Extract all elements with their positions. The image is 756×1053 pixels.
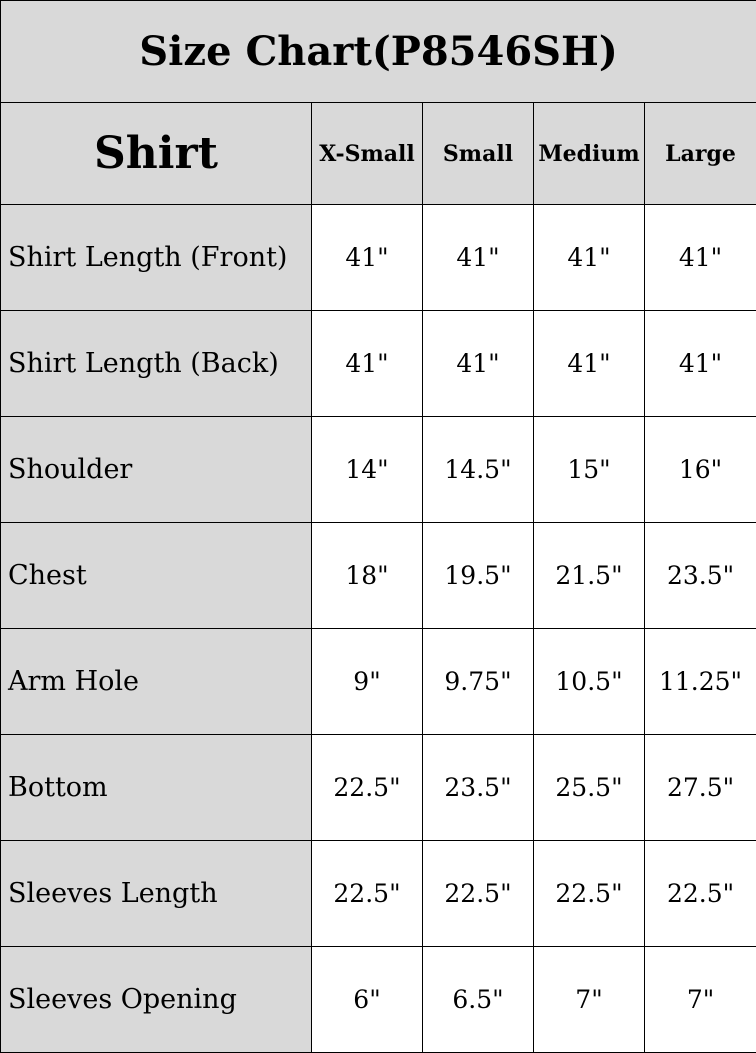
measurement-label: Shoulder <box>1 417 312 523</box>
measurement-value: 21.5" <box>534 523 645 629</box>
measurement-value: 22.5" <box>312 735 423 841</box>
measurement-value: 27.5" <box>645 735 756 841</box>
size-header-medium: Medium <box>534 103 645 205</box>
table-row: Shirt Length (Back)41"41"41"41" <box>1 311 756 417</box>
measurement-value: 7" <box>534 947 645 1053</box>
measurement-value: 41" <box>423 205 534 311</box>
measurement-value: 11.25" <box>645 629 756 735</box>
measurement-value: 22.5" <box>423 841 534 947</box>
measurement-value: 9.75" <box>423 629 534 735</box>
size-header-x-small: X-Small <box>312 103 423 205</box>
measurement-label: Sleeves Opening <box>1 947 312 1053</box>
measurement-value: 23.5" <box>645 523 756 629</box>
measurement-value: 41" <box>312 205 423 311</box>
measurement-value: 19.5" <box>423 523 534 629</box>
category-header: Shirt <box>1 103 312 205</box>
measurement-value: 41" <box>645 311 756 417</box>
measurement-value: 23.5" <box>423 735 534 841</box>
measurement-value: 10.5" <box>534 629 645 735</box>
measurement-label: Bottom <box>1 735 312 841</box>
measurement-value: 22.5" <box>645 841 756 947</box>
measurement-value: 6.5" <box>423 947 534 1053</box>
measurement-value: 41" <box>312 311 423 417</box>
size-header-small: Small <box>423 103 534 205</box>
measurement-value: 41" <box>423 311 534 417</box>
measurement-value: 22.5" <box>312 841 423 947</box>
measurement-label: Shirt Length (Front) <box>1 205 312 311</box>
measurement-value: 14.5" <box>423 417 534 523</box>
measurement-value: 41" <box>534 205 645 311</box>
measurement-value: 15" <box>534 417 645 523</box>
measurement-label: Chest <box>1 523 312 629</box>
measurement-value: 14" <box>312 417 423 523</box>
measurement-value: 41" <box>645 205 756 311</box>
measurement-label: Shirt Length (Back) <box>1 311 312 417</box>
measurement-value: 6" <box>312 947 423 1053</box>
chart-title: Size Chart(P8546SH) <box>1 1 756 103</box>
measurement-value: 22.5" <box>534 841 645 947</box>
measurement-value: 9" <box>312 629 423 735</box>
size-header-large: Large <box>645 103 756 205</box>
measurement-value: 25.5" <box>534 735 645 841</box>
table-row: Shirt Length (Front)41"41"41"41" <box>1 205 756 311</box>
measurement-value: 41" <box>534 311 645 417</box>
measurement-value: 16" <box>645 417 756 523</box>
measurement-label: Sleeves Length <box>1 841 312 947</box>
measurement-label: Arm Hole <box>1 629 312 735</box>
measurement-value: 18" <box>312 523 423 629</box>
measurement-value: 7" <box>645 947 756 1053</box>
